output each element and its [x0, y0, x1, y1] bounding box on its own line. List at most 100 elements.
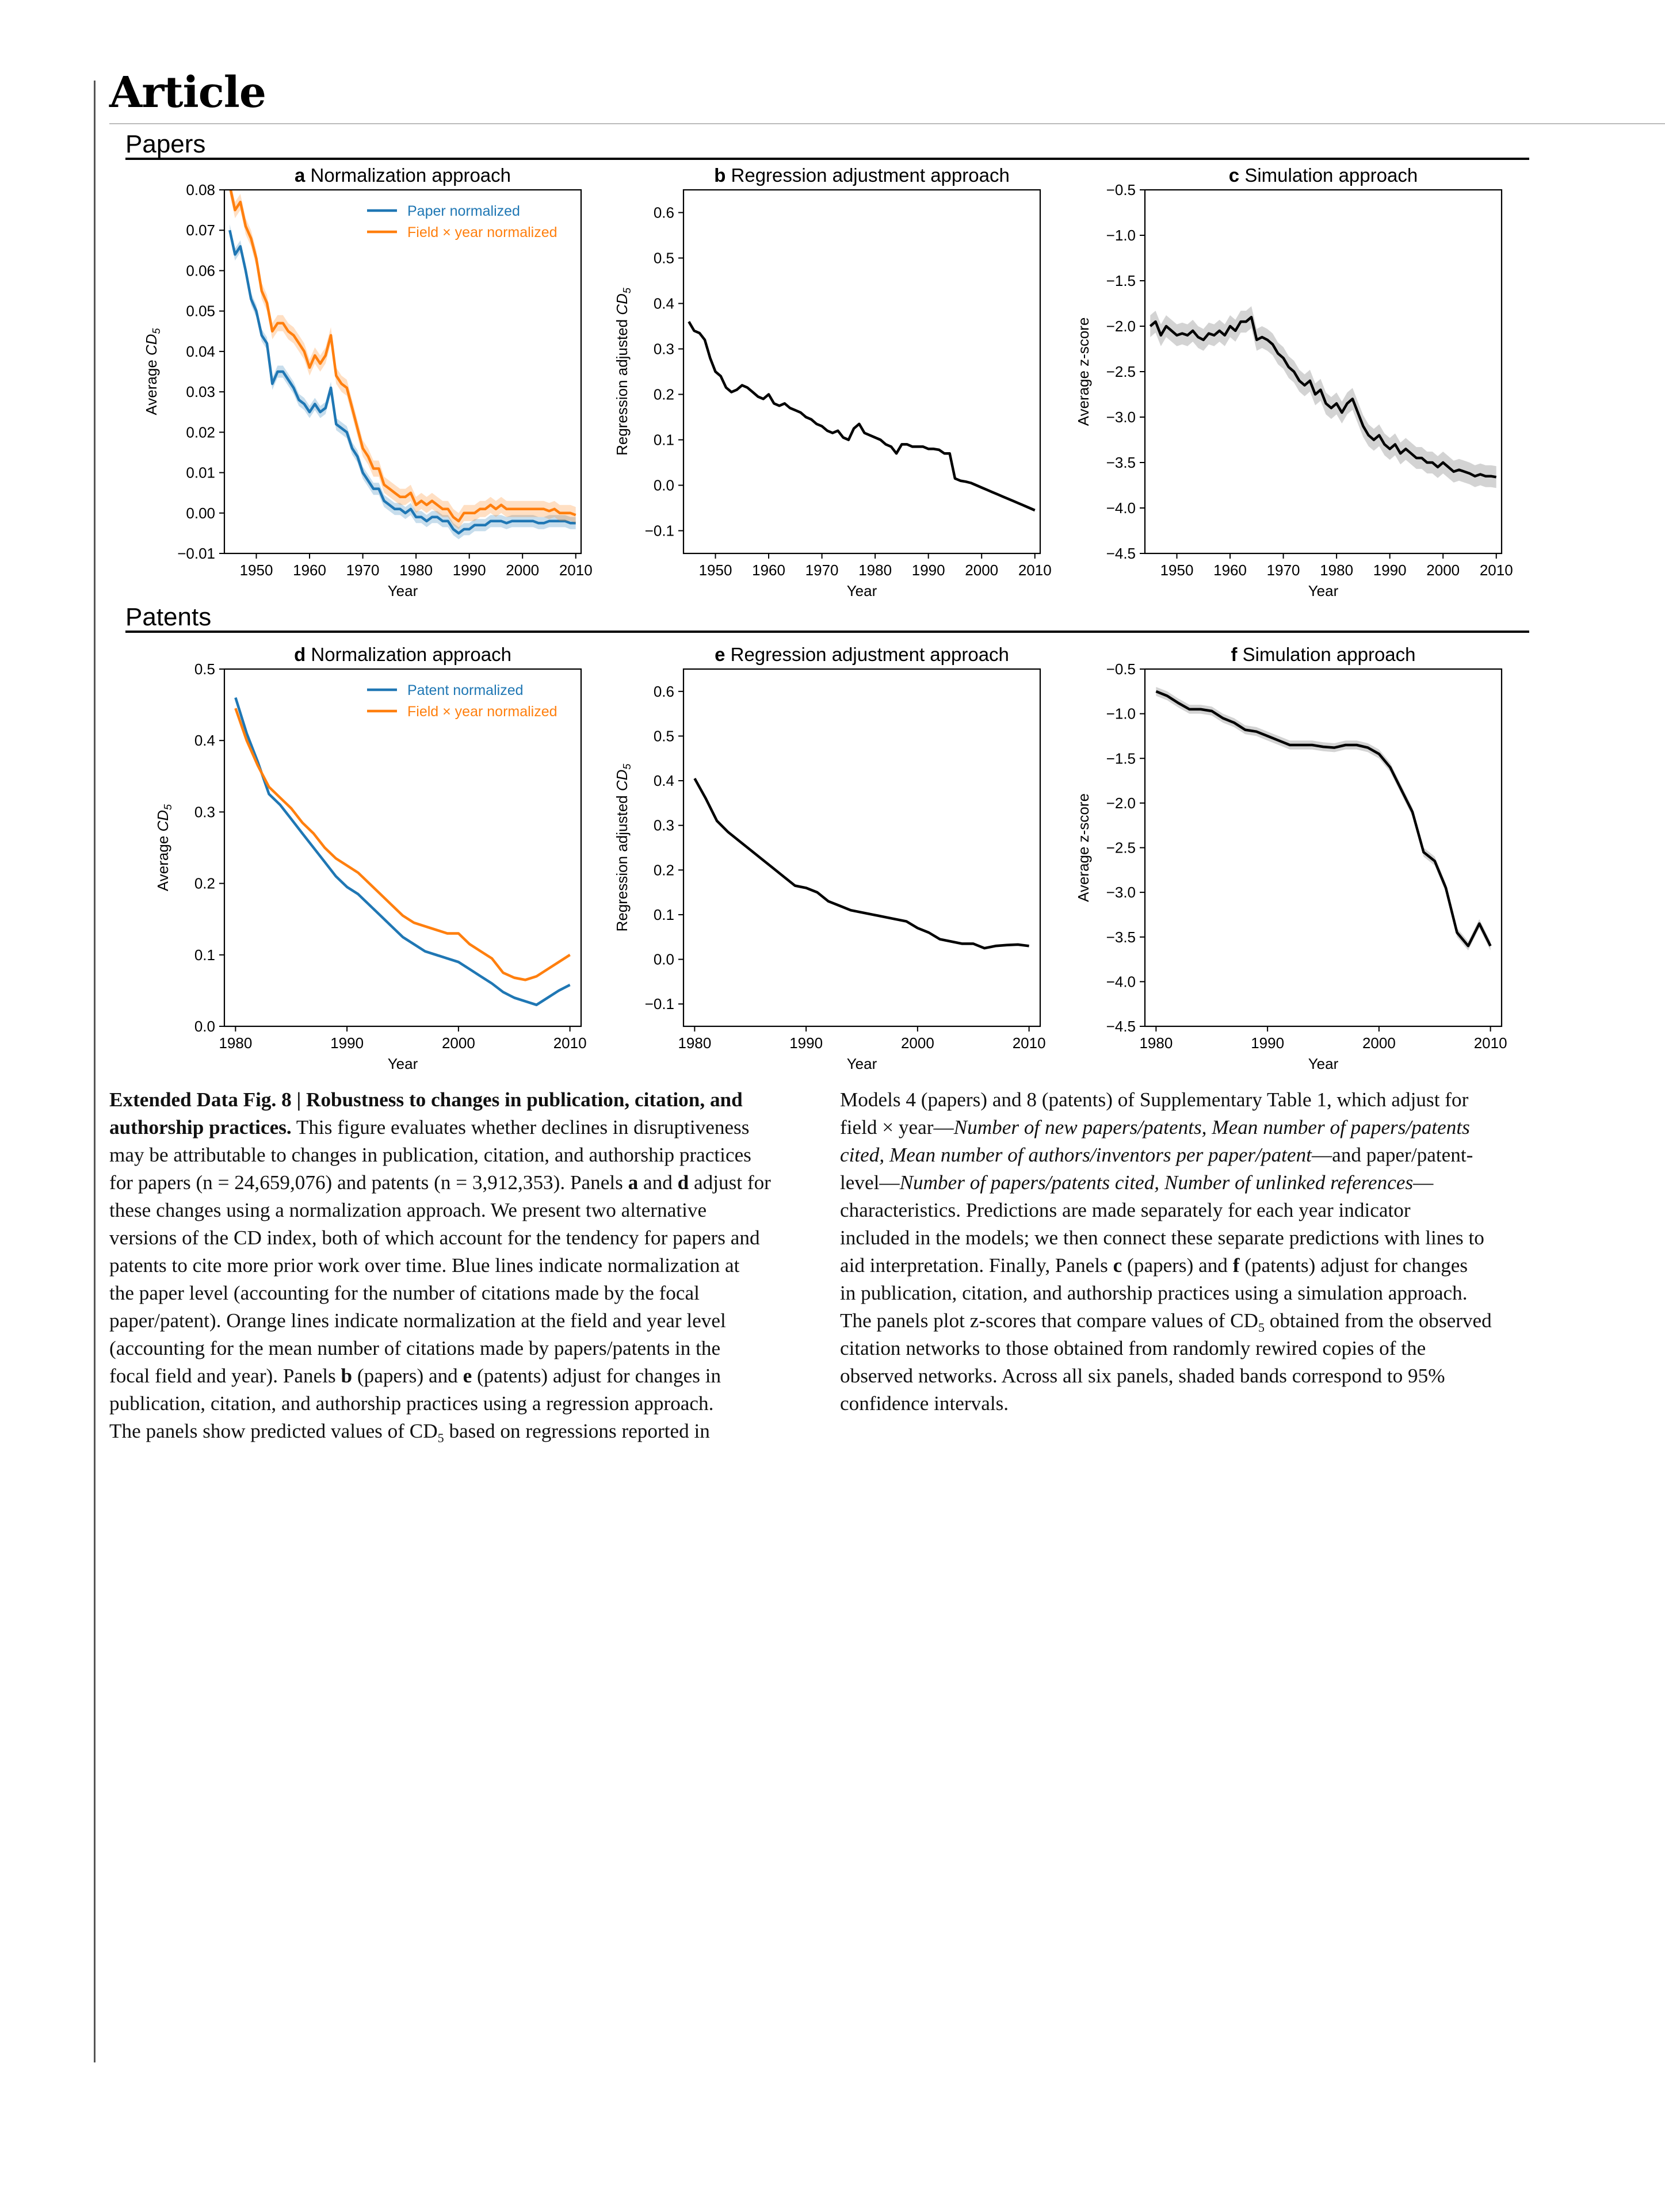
caption-segment: versions of the CD index, both of which … — [109, 1227, 760, 1249]
caption-segment: e — [463, 1365, 472, 1387]
caption-line: publication, citation, and authorship pr… — [109, 1390, 817, 1418]
confidence-band — [235, 706, 570, 981]
y-axis-label: Regression adjusted CD5 — [613, 287, 633, 456]
panel-title-text: Regression adjustment approach — [731, 644, 1009, 665]
y-tick-label: −0.1 — [645, 522, 674, 540]
y-tick-label: 0.5 — [654, 727, 674, 744]
caption-line: Models 4 (papers) and 8 (patents) of Sup… — [840, 1086, 1548, 1114]
x-tick-label: 1970 — [1267, 561, 1300, 579]
x-tick-label: 2010 — [1474, 1034, 1507, 1052]
figure-panels: a Normalization approach 1950 1960 1970 1980… — [143, 165, 1513, 1072]
chart-panel-e: e Regression adjustment approach 1980 1990… — [613, 644, 1046, 1072]
y-tick-label: 0.3 — [194, 803, 215, 820]
y-tick-label: −1.5 — [1106, 272, 1136, 289]
caption-segment: adjust for — [689, 1171, 771, 1194]
section-label-papers: Papers — [125, 130, 206, 158]
caption-segment: aid interpretation. Finally, Panels — [840, 1254, 1113, 1277]
x-tick-label: 1960 — [752, 561, 785, 579]
caption-line: paper/patent). Orange lines indicate nor… — [109, 1307, 817, 1335]
section-rule-papers — [125, 158, 1529, 160]
y-tick-label: 0.3 — [654, 817, 674, 834]
caption-segment: focal field and year). Panels — [109, 1365, 341, 1387]
caption-segment: for papers (n = 24,659,076) and patents … — [109, 1171, 628, 1194]
x-tick-label: 2000 — [506, 561, 539, 579]
section-rule-patents — [125, 631, 1529, 633]
series-line — [688, 320, 1036, 512]
y-tick-label: 0.4 — [654, 295, 674, 312]
y-axis-label-cd: CD — [613, 293, 631, 315]
y-tick-label: −0.01 — [177, 545, 215, 562]
x-tick-label: 2010 — [559, 561, 593, 579]
panel-title: b Regression adjustment approach — [714, 165, 1010, 186]
x-tick-label: 1990 — [912, 561, 945, 579]
x-tick-label: 1960 — [293, 561, 326, 579]
y-tick-label: 0.02 — [186, 423, 215, 441]
y-tick-label: 0.2 — [654, 861, 674, 878]
plot-area — [1155, 687, 1492, 950]
x-tick-label: 1990 — [1251, 1034, 1284, 1052]
x-tick-label: 1960 — [1213, 561, 1247, 579]
x-tick-label: 2010 — [1480, 561, 1513, 579]
caption-line: (accounting for the mean number of citat… — [109, 1335, 817, 1362]
y-tick-label: −2.0 — [1106, 318, 1136, 335]
caption-segment: (patents) adjust for changes in — [472, 1365, 721, 1387]
x-tick-label: 2010 — [1013, 1034, 1046, 1052]
y-tick-label: −2.5 — [1106, 839, 1136, 857]
caption-segment: (patents) adjust for changes — [1239, 1254, 1468, 1277]
x-tick-label: 2000 — [442, 1034, 475, 1052]
y-axis-label-cd: CD — [613, 770, 631, 792]
caption-line: included in the models; we then connect … — [840, 1224, 1548, 1252]
y-tick-label: 0.2 — [654, 386, 674, 403]
y-axis-label: Regression adjusted CD5 — [613, 763, 633, 932]
plot-area — [1149, 306, 1497, 488]
caption-line: the paper level (accounting for the numb… — [109, 1279, 817, 1307]
caption-segment: level— — [840, 1171, 900, 1194]
caption-line: aid interpretation. Finally, Panels c (p… — [840, 1252, 1548, 1279]
caption-segment: (papers) and — [1122, 1254, 1233, 1277]
panel-title-text: Normalization approach — [311, 165, 511, 186]
y-tick-label: −1.0 — [1106, 705, 1136, 723]
section-label-patents: Patents — [125, 603, 212, 631]
confidence-band — [235, 696, 570, 1007]
plot-area — [228, 190, 576, 540]
caption-segment: Extended Data Fig. 8 | Robustness to cha… — [109, 1088, 743, 1111]
panel-title: c Simulation approach — [1229, 165, 1418, 186]
series-line — [228, 230, 576, 535]
x-tick-label: 1990 — [789, 1034, 823, 1052]
caption-segment: may be attributable to changes in public… — [109, 1144, 751, 1166]
panel-title: f Simulation approach — [1231, 644, 1415, 665]
caption-segment: Models 4 (papers) and 8 (patents) of Sup… — [840, 1088, 1469, 1111]
caption-segment: 5 — [437, 1431, 444, 1446]
caption-line: observed networks. Across all six panels… — [840, 1362, 1548, 1390]
panel-letter: a — [295, 165, 311, 186]
y-tick-label: −1.5 — [1106, 750, 1136, 767]
x-tick-label: 1990 — [453, 561, 486, 579]
caption-segment: characteristics. Predictions are made se… — [840, 1199, 1411, 1221]
y-tick-label: 0.5 — [194, 660, 215, 678]
y-tick-label: 0.4 — [654, 772, 674, 789]
x-axis-label: Year — [847, 582, 877, 599]
x-tick-label: 2000 — [901, 1034, 934, 1052]
y-axis-label: Average CD5 — [143, 327, 162, 415]
chart-panel-d: d Normalization approach 1980 1990 2000 2010… — [154, 644, 587, 1072]
caption-segment: Number of new papers/patents, Mean numbe… — [953, 1116, 1470, 1139]
y-tick-label: −4.0 — [1106, 499, 1136, 517]
panel-letter: b — [714, 165, 731, 186]
y-axis-label-text: Average — [143, 356, 160, 415]
y-tick-label: 0.07 — [186, 221, 215, 239]
plot-frame — [682, 668, 1041, 1027]
caption-segment: Number of papers/patents cited, Number o… — [899, 1171, 1414, 1194]
chart-panel-b: b Regression adjustment approach 1950 1960… — [613, 165, 1052, 599]
caption-segment: — — [1413, 1171, 1434, 1194]
y-tick-label: −3.0 — [1106, 408, 1136, 426]
y-tick-label: −4.0 — [1106, 973, 1136, 990]
y-tick-label: 0.0 — [654, 477, 674, 494]
x-axis-label: Year — [1308, 1055, 1339, 1072]
caption-segment: citation networks to those obtained from… — [840, 1337, 1426, 1359]
caption-right: Models 4 (papers) and 8 (patents) of Sup… — [840, 1086, 1548, 1418]
y-tick-label: 0.00 — [186, 505, 215, 522]
panel-title-text: Normalization approach — [311, 644, 511, 665]
confidence-band — [689, 320, 1035, 512]
caption-line: in publication, citation, and authorship… — [840, 1279, 1548, 1307]
chart-panel-f: f Simulation approach 1980 1990 2000 2010 −0.… — [1075, 644, 1507, 1072]
